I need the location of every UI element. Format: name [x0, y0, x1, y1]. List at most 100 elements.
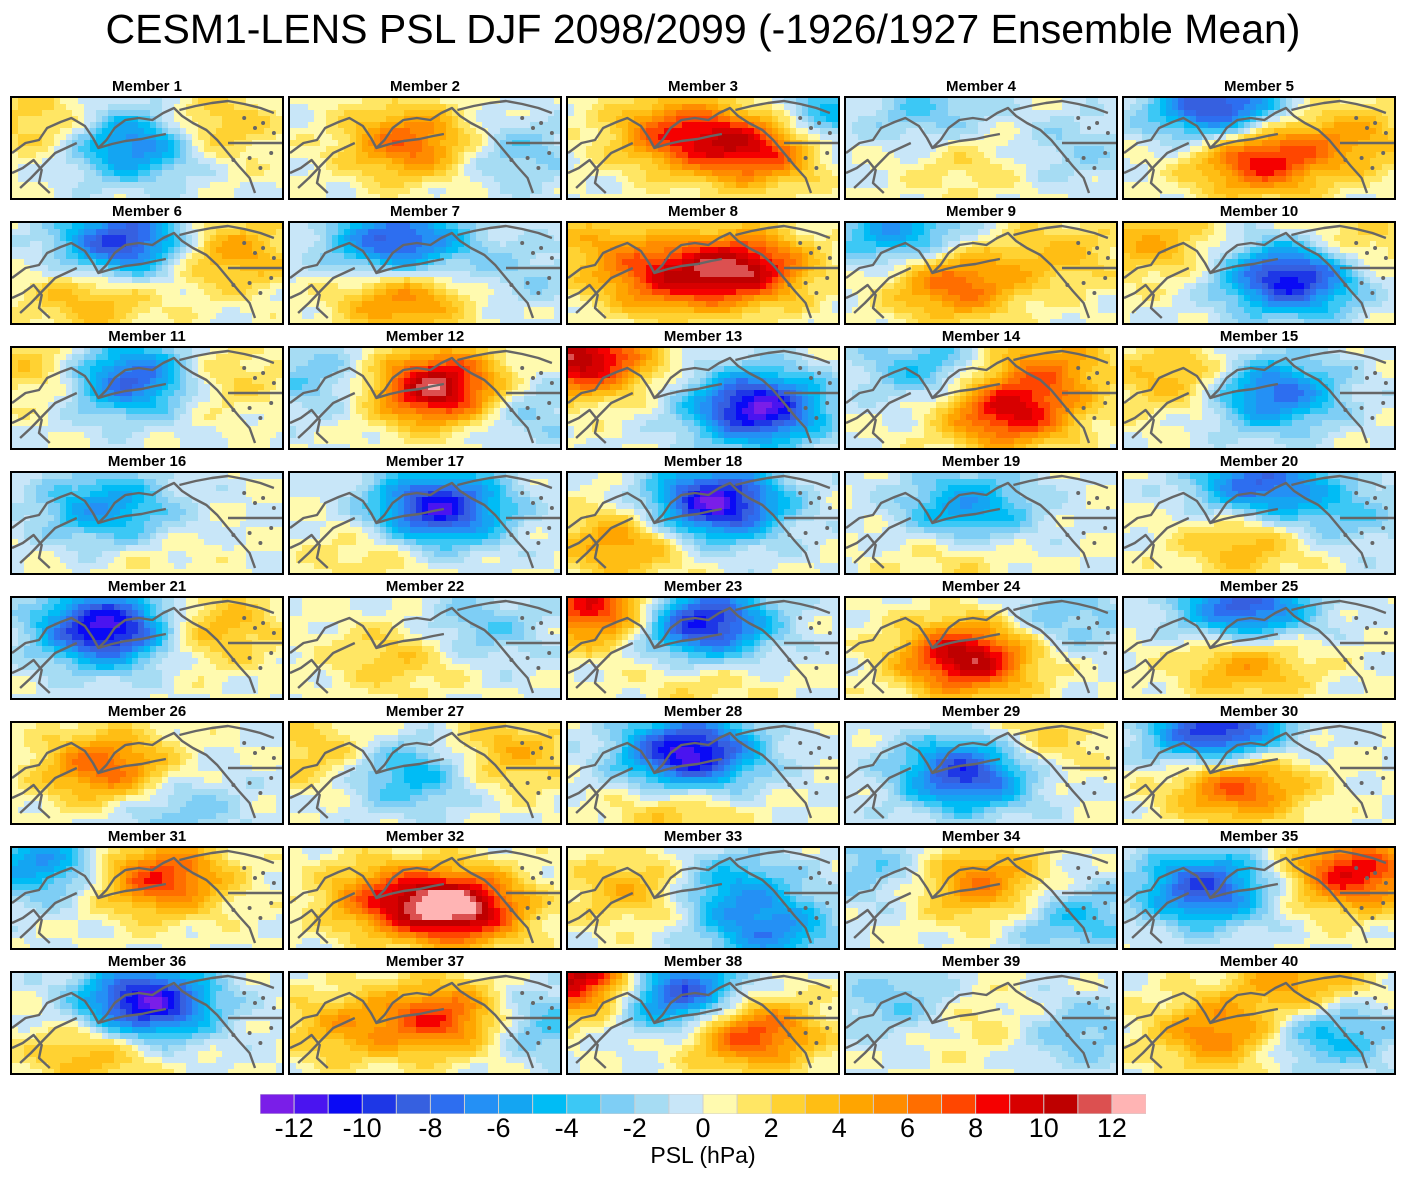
- lake-marker: [825, 901, 830, 905]
- psl-field: [1124, 723, 1394, 823]
- coastline: [1131, 266, 1190, 314]
- coastline: [575, 391, 634, 439]
- lake-marker: [231, 908, 236, 912]
- ensemble-member-panel: Member 39: [844, 953, 1118, 1077]
- coastline: [12, 981, 257, 1069]
- panel-title: Member 31: [10, 828, 284, 846]
- lake-marker: [1354, 241, 1359, 245]
- coastline: [654, 257, 723, 275]
- psl-field: [568, 723, 838, 823]
- lake-marker: [803, 406, 808, 410]
- coastline: [290, 731, 535, 819]
- panel-title: Member 4: [844, 78, 1118, 96]
- lake-marker: [1092, 791, 1097, 795]
- coastline: [457, 724, 553, 740]
- coastline: [575, 641, 634, 689]
- coastline: [98, 757, 167, 775]
- lake-marker: [825, 151, 830, 155]
- coastline: [654, 757, 723, 775]
- lake-marker: [817, 496, 822, 500]
- lake-marker: [261, 996, 266, 1000]
- coastline: [1124, 908, 1163, 944]
- coastline: [290, 658, 329, 694]
- lake-marker: [525, 1031, 530, 1035]
- ensemble-member-panel: Member 34: [844, 828, 1118, 952]
- panel-title: Member 34: [844, 828, 1118, 846]
- lake-marker: [1359, 1031, 1364, 1035]
- panel-title: Member 32: [288, 828, 562, 846]
- lake-marker: [803, 656, 808, 660]
- psl-field: [1124, 348, 1394, 448]
- lake-marker: [525, 656, 530, 660]
- psl-anomaly-map: [1122, 846, 1396, 950]
- coastline: [1210, 1007, 1279, 1025]
- lake-marker: [1087, 626, 1091, 630]
- coastline: [12, 731, 257, 819]
- lake-marker: [1343, 908, 1348, 912]
- lake-marker: [1373, 621, 1378, 625]
- lake-marker: [787, 908, 792, 912]
- lake-marker: [1081, 1031, 1086, 1035]
- lake-marker: [1370, 416, 1375, 420]
- coastline: [1291, 599, 1387, 615]
- coastline: [568, 981, 813, 1069]
- colorbar-swatch: [498, 1094, 534, 1114]
- lake-marker: [1076, 991, 1081, 995]
- lake-marker: [520, 616, 525, 620]
- psl-anomaly-map: [844, 596, 1118, 700]
- chart-title: CESM1-LENS PSL DJF 2098/2099 (-1926/1927…: [0, 6, 1406, 53]
- lake-marker: [271, 756, 276, 760]
- lake-marker: [1370, 791, 1375, 795]
- lake-marker: [809, 1001, 813, 1005]
- coastline: [1013, 849, 1109, 865]
- psl-anomaly-map: [1122, 221, 1396, 325]
- lake-marker: [509, 1033, 514, 1037]
- coastline: [376, 1007, 445, 1025]
- lake-marker: [1095, 246, 1100, 250]
- lake-marker: [1095, 496, 1100, 500]
- lake-marker: [798, 241, 803, 245]
- coastline: [846, 408, 885, 444]
- ensemble-member-panel: Member 25: [1122, 578, 1396, 702]
- psl-anomaly-map: [288, 846, 562, 950]
- lake-marker: [1343, 783, 1348, 787]
- lake-marker: [509, 158, 514, 162]
- ensemble-member-panel: Member 40: [1122, 953, 1396, 1077]
- ensemble-member-panel: Member 1: [10, 78, 284, 202]
- lake-marker: [1105, 506, 1110, 510]
- lake-marker: [531, 376, 535, 380]
- coastline: [575, 141, 634, 189]
- lake-marker: [825, 776, 830, 780]
- colorbar-swatch: [600, 1094, 636, 1114]
- coastline: [1291, 349, 1387, 365]
- coastline: [98, 1007, 167, 1025]
- lake-marker: [525, 906, 530, 910]
- lake-marker: [1081, 281, 1086, 285]
- lake-marker: [809, 251, 813, 255]
- lake-marker: [1065, 908, 1070, 912]
- lake-marker: [261, 871, 266, 875]
- colorbar-tick-label: 10: [1029, 1113, 1059, 1144]
- colorbar-tick-label: -10: [343, 1113, 382, 1144]
- lake-marker: [1105, 381, 1110, 385]
- lake-marker: [1092, 166, 1097, 170]
- psl-anomaly-map: [844, 721, 1118, 825]
- lake-marker: [827, 381, 832, 385]
- lake-marker: [809, 126, 813, 130]
- psl-field: [568, 98, 838, 198]
- coastline: [575, 766, 634, 814]
- lake-marker: [1081, 906, 1086, 910]
- lake-marker: [1095, 121, 1100, 125]
- colorbar-swatch: [566, 1094, 602, 1114]
- lake-marker: [1383, 881, 1388, 885]
- psl-anomaly-map: [566, 721, 840, 825]
- lake-marker: [269, 901, 274, 905]
- psl-field: [290, 473, 560, 573]
- coastline: [98, 382, 167, 400]
- coastline: [1210, 757, 1279, 775]
- lake-marker: [814, 541, 819, 545]
- psl-field: [12, 98, 282, 198]
- lake-marker: [271, 381, 276, 385]
- lake-marker: [231, 158, 236, 162]
- psl-field: [12, 348, 282, 448]
